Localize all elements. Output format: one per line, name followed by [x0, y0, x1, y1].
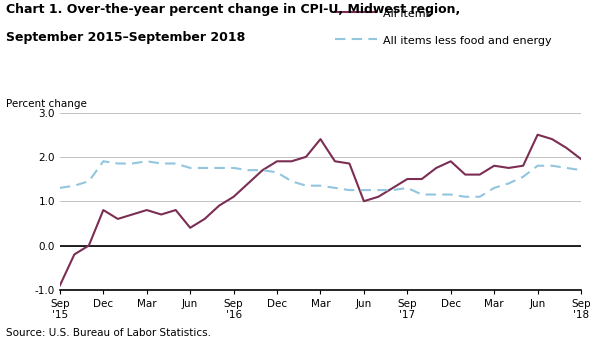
Text: September 2015–September 2018: September 2015–September 2018	[6, 31, 245, 44]
Text: Percent change: Percent change	[6, 99, 87, 109]
Text: All items less food and energy: All items less food and energy	[383, 36, 552, 46]
Text: Chart 1. Over-the-year percent change in CPI-U, Midwest region,: Chart 1. Over-the-year percent change in…	[6, 3, 460, 16]
Text: All items: All items	[383, 9, 432, 18]
Text: Source: U.S. Bureau of Labor Statistics.: Source: U.S. Bureau of Labor Statistics.	[6, 328, 211, 338]
